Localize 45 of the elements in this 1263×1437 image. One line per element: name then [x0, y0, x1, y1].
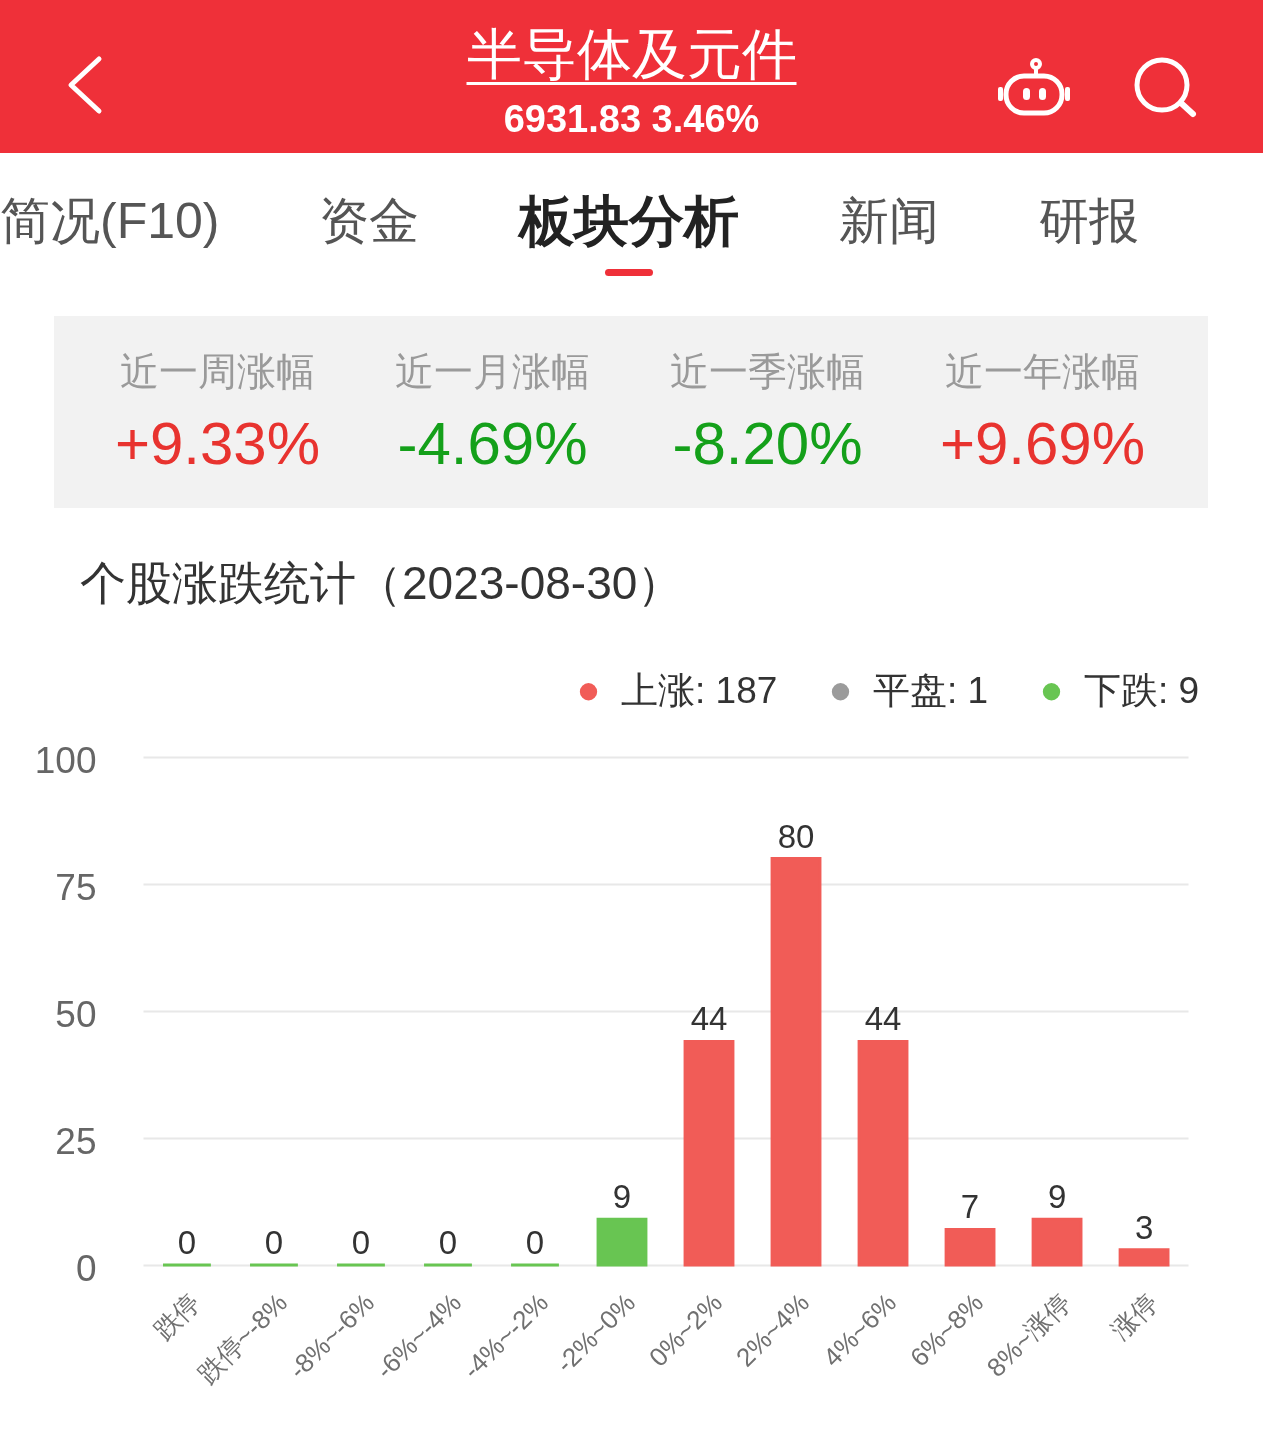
- text: 新闻: [839, 192, 940, 251]
- bar: [683, 1039, 735, 1267]
- category-label: 近一年涨幅: [944, 349, 1141, 395]
- data-label: 9: [1047, 1178, 1067, 1216]
- text: 资金: [319, 192, 420, 251]
- bar: [596, 1217, 648, 1267]
- text: -8.20%: [672, 410, 863, 477]
- bar: [857, 1039, 909, 1267]
- y-tick-label: 25: [55, 1120, 97, 1162]
- x-tick-label: 涨停: [1105, 1287, 1164, 1346]
- data-label: 44: [690, 1000, 728, 1038]
- data-label: 0: [438, 1224, 458, 1261]
- data-label: 44: [864, 1000, 902, 1038]
- data-label: 3: [1134, 1208, 1154, 1246]
- y-tick-label: 100: [34, 739, 97, 781]
- x-tick-label: 跌停: [148, 1287, 207, 1346]
- text: +9.69%: [939, 410, 1146, 477]
- data-label: 7: [960, 1188, 980, 1226]
- data-label: 0: [525, 1224, 545, 1261]
- data-label: 9: [612, 1178, 632, 1216]
- legend-label: 上涨: 187: [621, 669, 778, 711]
- text: 半导体及元件: [466, 23, 797, 85]
- chart-title: 个股涨跌统计（2023-08-30）: [80, 557, 684, 609]
- y-tick-label: 50: [55, 993, 97, 1035]
- data-label: 0: [351, 1224, 371, 1261]
- category-label: 近一季涨幅: [669, 349, 866, 395]
- category-label: 近一周涨幅: [119, 349, 316, 395]
- text: 6931.83 3.46%: [502, 97, 761, 141]
- category-label: 近一月涨幅: [394, 349, 591, 395]
- legend-label: 下跌: 9: [1084, 669, 1200, 711]
- data-label: 0: [264, 1224, 284, 1261]
- legend-label: 平盘: 1: [873, 669, 989, 711]
- bar: [770, 857, 822, 1267]
- bar: [1118, 1248, 1170, 1267]
- text: -4.69%: [397, 410, 588, 477]
- y-tick-label: 0: [75, 1247, 97, 1289]
- text: 板块分析: [519, 190, 740, 252]
- text: 研报: [1039, 192, 1140, 251]
- text: 简况(F10): [0, 192, 220, 251]
- data-label: 0: [177, 1224, 197, 1261]
- data-label: 80: [777, 817, 815, 855]
- bar: [944, 1227, 996, 1267]
- bar: [1031, 1217, 1083, 1267]
- text: +9.33%: [114, 410, 321, 477]
- y-tick-label: 75: [55, 866, 97, 908]
